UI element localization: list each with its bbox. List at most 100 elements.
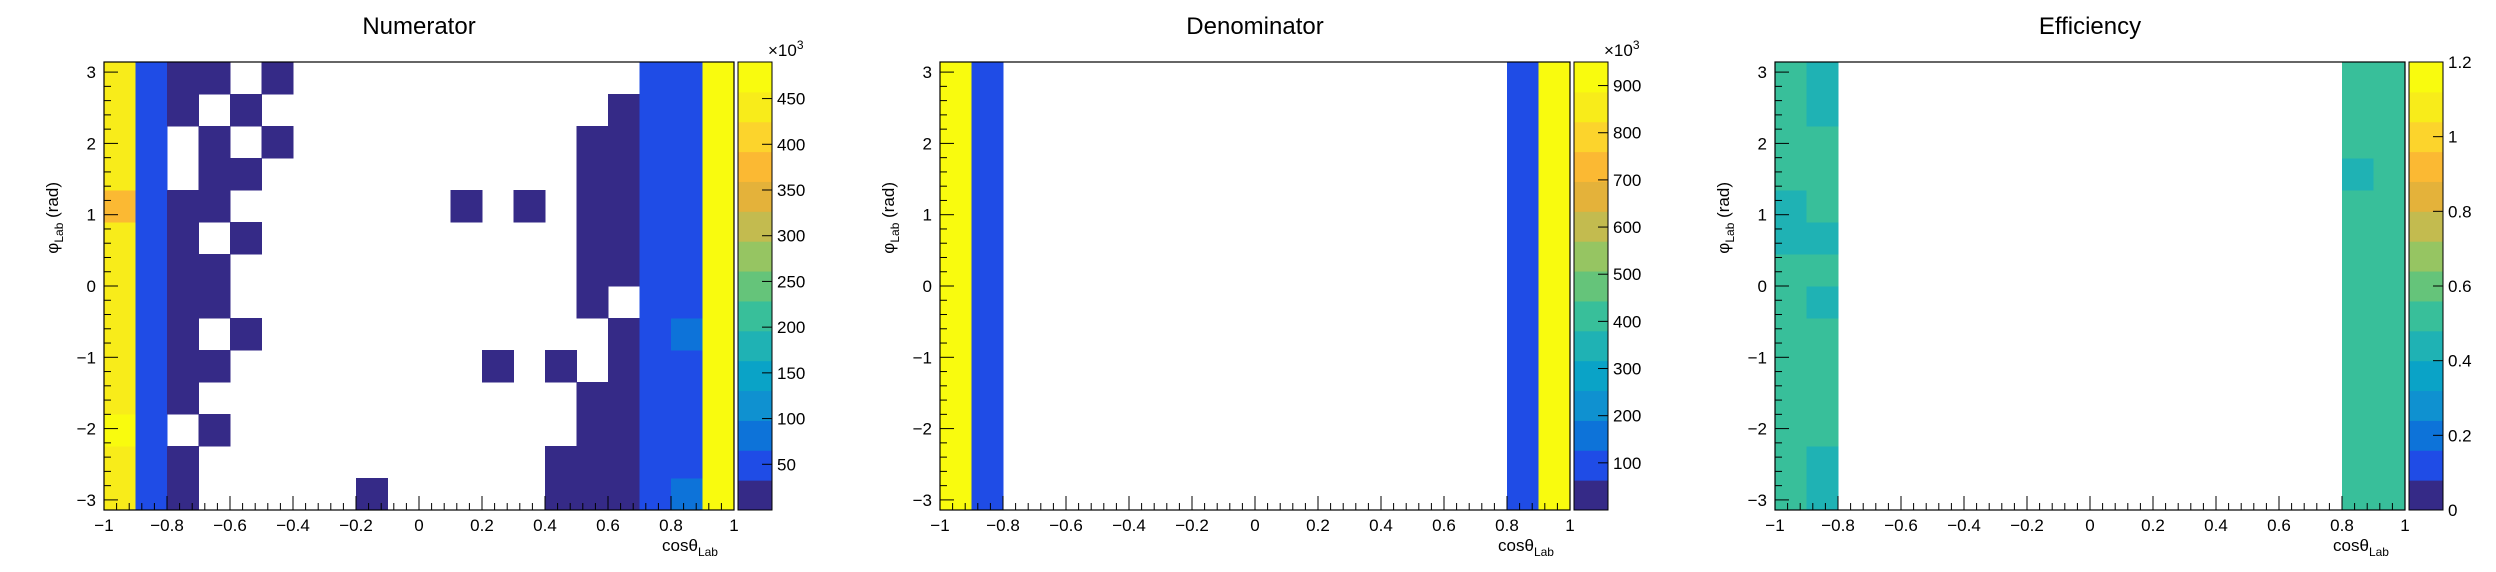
z-tick-label: 800	[1613, 124, 1641, 143]
heatmap-cell	[135, 350, 168, 383]
heatmap-cell	[104, 286, 136, 319]
heatmap-cell	[1806, 62, 1839, 95]
heatmap-cell	[671, 414, 703, 447]
heatmap-cell	[1806, 94, 1839, 127]
heatmap-cell	[198, 350, 231, 383]
heatmap-cell	[702, 126, 735, 159]
heatmap-cell	[608, 414, 640, 447]
heatmap-cell	[702, 94, 735, 127]
heatmap-cell	[167, 222, 199, 255]
z-tick-label: 250	[777, 272, 805, 291]
y-tick-label: 2	[1758, 134, 1767, 153]
heatmap-cell	[671, 158, 703, 191]
y-tick-label: 3	[87, 63, 96, 82]
x-tick-label: 0.8	[1495, 516, 1519, 535]
x-axis: −1 −0.8 −0.6 −0.4 −0.2 0 0.2 0.4 0.6 0.8 1	[1765, 496, 2410, 535]
heatmap-cell	[639, 318, 672, 351]
heatmap-cell	[2342, 62, 2374, 95]
heatmap-cell	[940, 382, 972, 415]
heatmap-cell	[167, 446, 199, 479]
color-bar-segment	[738, 480, 772, 511]
heatmap-cell	[940, 254, 972, 287]
heatmap-cell	[167, 286, 199, 319]
heatmap-cell	[1775, 62, 1807, 95]
heatmap-cell	[1806, 126, 1839, 159]
color-bar-segment	[2409, 62, 2443, 93]
heatmap-cell	[608, 478, 640, 511]
heatmap-cell	[576, 446, 609, 479]
heatmap-cells	[104, 62, 735, 511]
heatmap-cell	[639, 62, 672, 95]
heatmap-cell	[2342, 382, 2374, 415]
heatmap-cell	[2342, 286, 2374, 319]
heatmap-cell	[639, 254, 672, 287]
heatmap-cell	[940, 414, 972, 447]
heatmap-cell	[608, 94, 640, 127]
color-bar-segment	[1574, 480, 1608, 511]
heatmap-cell	[940, 318, 972, 351]
heatmap-cell	[2373, 62, 2406, 95]
x-tick-label: 0.8	[2330, 516, 2354, 535]
x-tick-label: 1	[729, 516, 738, 535]
color-bar-segment	[738, 360, 772, 392]
heatmap-cell	[1507, 350, 1539, 383]
heatmap-cells	[1775, 62, 2406, 511]
heatmap-cell	[2342, 446, 2374, 479]
chart-title: Efficiency	[2039, 13, 2141, 40]
heatmap-cell	[971, 94, 1004, 127]
color-bar-segment	[1574, 91, 1608, 123]
heatmap-cell	[2342, 94, 2374, 127]
heatmap-cell	[1507, 382, 1539, 415]
heatmap-cell	[702, 382, 735, 415]
heatmap-cell	[1775, 318, 1807, 351]
heatmap-cell	[1806, 254, 1839, 287]
z-tick-label: 0.2	[2448, 426, 2472, 445]
heatmap-cell	[1538, 478, 1571, 511]
heatmap-cell	[2342, 318, 2374, 351]
heatmap-cell	[1507, 126, 1539, 159]
heatmap-cell	[2342, 190, 2374, 223]
z-tick-label: 900	[1613, 77, 1641, 96]
heatmap-cell	[1806, 414, 1839, 447]
heatmap-cell	[971, 158, 1004, 191]
heatmap-cell	[1806, 158, 1839, 191]
heatmap-cells	[940, 62, 1571, 511]
heatmap-cell	[971, 478, 1004, 511]
heatmap-cell	[1507, 414, 1539, 447]
heatmap-cell	[940, 158, 972, 191]
y-tick-label: −2	[77, 420, 96, 439]
heatmap-cell	[940, 190, 972, 223]
heatmap-cell	[608, 446, 640, 479]
heatmap-cell	[2342, 478, 2374, 511]
heatmap-cell	[104, 446, 136, 479]
x-tick-label: 0.4	[2204, 516, 2228, 535]
heatmap-cell	[608, 350, 640, 383]
heatmap-cell	[2342, 350, 2374, 383]
heatmap-cell	[230, 94, 262, 127]
color-bar: 0 0.2 0.4 0.6 0.8 1 1.2	[2408, 53, 2472, 520]
heatmap-cell	[2373, 478, 2406, 511]
heatmap-cell	[230, 318, 262, 351]
y-tick-label: 0	[923, 277, 932, 296]
heatmap-cell	[230, 158, 262, 191]
heatmap-cell	[1775, 222, 1807, 255]
color-bar-frame	[737, 61, 773, 511]
x-tick-label: −0.4	[1947, 516, 1981, 535]
z-tick-label: 200	[777, 318, 805, 337]
x-tick-label: 0	[2085, 516, 2094, 535]
heatmap-cell	[198, 126, 231, 159]
heatmap-cell	[702, 318, 735, 351]
heatmap-cell	[104, 382, 136, 415]
color-bar-segment	[1574, 211, 1608, 242]
heatmap-cell	[671, 350, 703, 383]
heatmap-cell	[576, 158, 609, 191]
heatmap-cell	[1507, 222, 1539, 255]
heatmap-cell	[639, 94, 672, 127]
z-tick-label: 400	[777, 135, 805, 154]
color-bar-segment	[738, 241, 772, 272]
x-tick-label: −0.2	[1175, 516, 1209, 535]
heatmap-cell	[2373, 414, 2406, 447]
heatmap-cell	[198, 254, 231, 287]
color-bar: 50 100 150 200 250 300 350 400 450 ×103	[737, 38, 805, 511]
